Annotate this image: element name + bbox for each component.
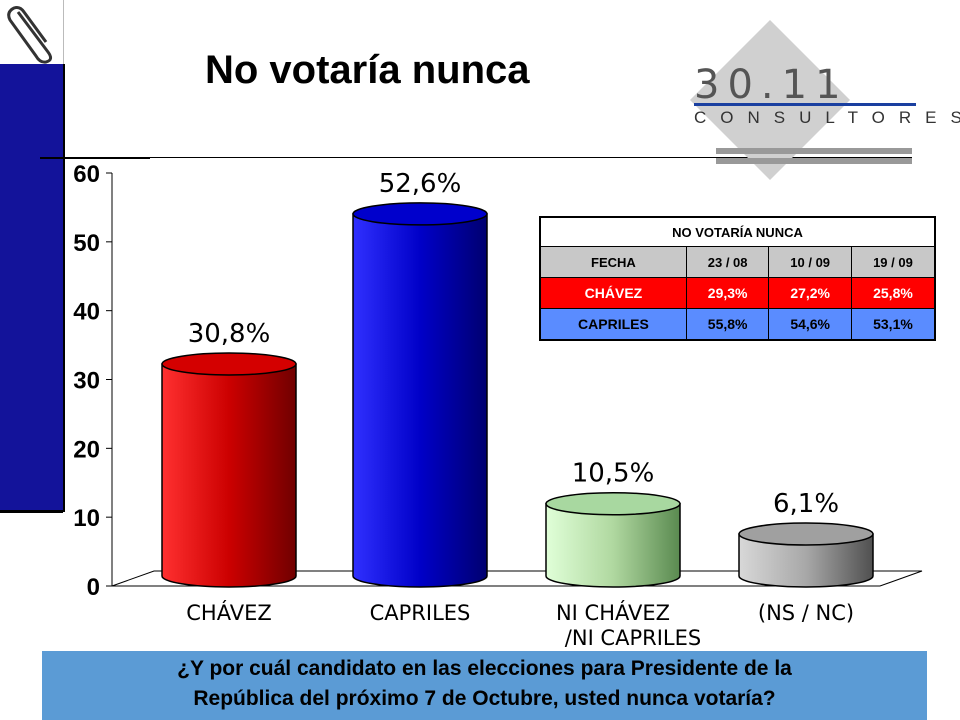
- data-label: 6,1%: [773, 489, 839, 519]
- data-label: 52,6%: [379, 169, 462, 199]
- table-cell: 55,8%: [685, 308, 770, 341]
- question-text: ¿Y por cuál candidato en las elecciones …: [42, 654, 927, 714]
- divider-line: [40, 157, 150, 159]
- table-cell: 54,6%: [768, 308, 852, 341]
- divider-line: [0, 510, 63, 513]
- paperclip-icon: [7, 6, 53, 64]
- slide-title: No votaría nunca: [205, 48, 530, 92]
- logo-subtitle: CONSULTORES: [694, 108, 960, 127]
- bar-top: [161, 352, 297, 376]
- bar: [161, 363, 297, 588]
- data-label: 30,8%: [188, 319, 271, 349]
- table-cell: 25,8%: [850, 277, 936, 309]
- table-cell: 27,2%: [768, 277, 852, 309]
- bar-top: [738, 522, 874, 546]
- y-tick-label: 10: [73, 505, 100, 532]
- logo-graphic: [690, 20, 916, 180]
- question-banner: [42, 651, 927, 720]
- bar: [352, 213, 488, 588]
- category-label: NI CHÁVEZ: [556, 600, 670, 625]
- y-tick-label: 40: [73, 299, 100, 326]
- y-tick-label: 60: [73, 161, 100, 188]
- y-tick-label: 50: [73, 230, 100, 257]
- y-tick-label: 30: [73, 368, 100, 395]
- category-label: CAPRILES: [370, 601, 471, 625]
- history-table: NO VOTARÍA NUNCA FECHA 23 / 08 10 / 09 1…: [539, 216, 936, 341]
- left-accent-bar: [0, 64, 65, 512]
- table-row-label: CAPRILES: [539, 308, 687, 341]
- question-line-1: ¿Y por cuál candidato en las elecciones …: [177, 657, 792, 680]
- logo-number: 30.11: [694, 62, 849, 108]
- table-cell: 53,1%: [850, 308, 936, 341]
- bar: [545, 502, 681, 588]
- data-label: 10,5%: [572, 459, 655, 489]
- table-header-cell: FECHA: [539, 246, 687, 278]
- y-tick-label: 0: [87, 574, 100, 601]
- bar: [738, 533, 874, 588]
- divider-line: [150, 157, 912, 158]
- table-title: NO VOTARÍA NUNCA: [539, 216, 936, 247]
- table-cell: 29,3%: [685, 277, 770, 309]
- bar-top: [352, 202, 488, 226]
- bar-top: [545, 491, 681, 516]
- table-row-label: CHÁVEZ: [539, 277, 687, 309]
- question-line-2: República del próximo 7 de Octubre, uste…: [193, 687, 776, 710]
- table-header-cell: 10 / 09: [768, 246, 852, 278]
- paperclip-icon-box: [0, 0, 64, 64]
- y-tick-label: 20: [73, 436, 100, 463]
- category-label: /NI CAPRILES: [565, 626, 701, 650]
- category-label: (NS / NC): [758, 601, 854, 625]
- table-header-cell: 23 / 08: [685, 246, 770, 278]
- table-header-cell: 19 / 09: [850, 246, 936, 278]
- category-label: CHÁVEZ: [186, 600, 272, 625]
